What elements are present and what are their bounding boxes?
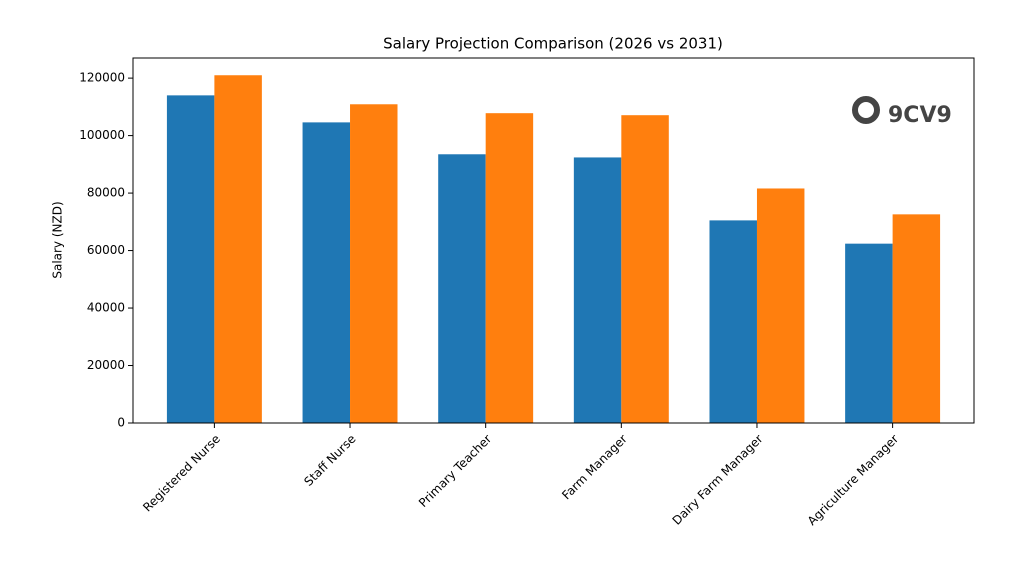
watermark: 9CV9 (888, 103, 952, 128)
bar (302, 122, 351, 423)
bar (350, 104, 398, 423)
bar (709, 220, 757, 423)
x-tick-label: Dairy Farm Manager (670, 432, 766, 528)
x-tick-label: Primary Teacher (416, 432, 494, 510)
y-tick-label: 60000 (87, 243, 125, 257)
plot-frame (132, 57, 975, 424)
y-tick-label: 100000 (79, 128, 125, 142)
bar (892, 214, 941, 423)
y-tick-label: 120000 (79, 71, 125, 85)
bar (756, 188, 805, 423)
bar (438, 154, 486, 423)
logo-icon (852, 96, 880, 124)
x-tick-label: Staff Nurse (301, 432, 358, 489)
x-tick-label: Farm Manager (559, 432, 630, 503)
bar (621, 115, 669, 423)
y-axis-label: Salary (NZD) (51, 201, 65, 278)
chart-title: Salary Projection Comparison (2026 vs 20… (383, 35, 723, 53)
y-tick-label: 20000 (87, 358, 125, 372)
x-tick-label: Registered Nurse (140, 432, 223, 515)
bar (845, 243, 893, 423)
bar (573, 157, 622, 423)
bar (214, 75, 262, 424)
x-tick-label: Agriculture Manager (805, 432, 902, 529)
bar (166, 95, 215, 423)
bar (485, 113, 534, 424)
y-tick-label: 0 (117, 416, 125, 430)
y-tick-label: 40000 (87, 301, 125, 315)
logo: 9CV9 (852, 96, 952, 128)
y-tick-label: 80000 (87, 186, 125, 200)
